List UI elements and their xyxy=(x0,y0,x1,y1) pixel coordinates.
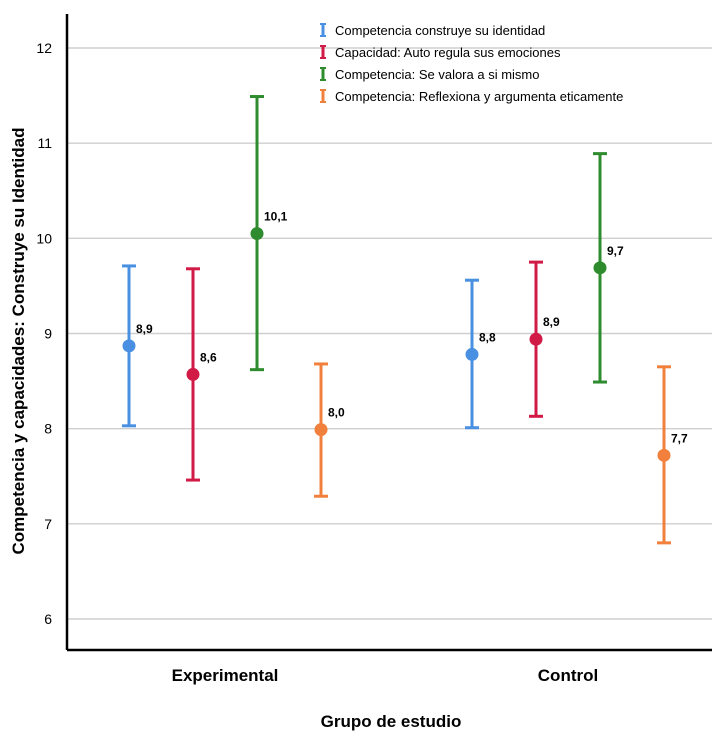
mean-point xyxy=(529,332,543,346)
legend-item: Capacidad: Auto regula sus emociones xyxy=(320,45,561,60)
data-label: 9,7 xyxy=(607,244,624,258)
x-category-label: Control xyxy=(538,666,598,685)
series-group: 8,9 8,8 8,6 8,9 10,1 9,7 8,0 7,7 xyxy=(122,95,688,545)
y-tick-label: 9 xyxy=(44,326,52,342)
data-label: 8,0 xyxy=(328,406,345,420)
series-3: 10,1 9,7 xyxy=(250,95,624,384)
x-category-label: Experimental xyxy=(172,666,279,685)
data-label: 7,7 xyxy=(671,431,688,445)
legend: Competencia construye su identidad Capaci… xyxy=(320,23,623,104)
axes xyxy=(65,14,712,652)
legend-label: Competencia: Se valora a si mismo xyxy=(335,67,539,82)
gridlines xyxy=(67,47,712,620)
y-tick-label: 12 xyxy=(36,40,52,56)
legend-item: Competencia construye su identidad xyxy=(320,23,545,38)
x-axis-title: Grupo de estudio xyxy=(321,712,462,731)
legend-item: Competencia: Se valora a si mismo xyxy=(320,67,539,82)
x-axis-categories: Experimental Control xyxy=(172,666,599,685)
y-tick-label: 10 xyxy=(36,230,52,246)
data-label: 8,9 xyxy=(136,322,153,336)
mean-point xyxy=(465,347,479,361)
data-label: 8,6 xyxy=(200,350,217,364)
mean-point xyxy=(593,261,607,275)
legend-label: Competencia construye su identidad xyxy=(335,23,545,38)
y-tick-label: 6 xyxy=(44,611,52,627)
legend-item: Competencia: Reflexiona y argumenta etic… xyxy=(320,89,623,104)
mean-point xyxy=(186,367,200,381)
y-tick-label: 8 xyxy=(44,421,52,437)
mean-point xyxy=(250,227,264,241)
data-label: 8,8 xyxy=(479,330,496,344)
y-axis-title: Competencia y capacidades: Construye su … xyxy=(9,127,28,554)
y-axis-ticks: 6 7 8 9 10 11 12 xyxy=(36,40,52,627)
y-tick-label: 11 xyxy=(37,135,52,151)
legend-label: Capacidad: Auto regula sus emociones xyxy=(335,45,561,60)
y-tick-label: 7 xyxy=(44,516,52,532)
mean-point xyxy=(122,339,136,353)
legend-label: Competencia: Reflexiona y argumenta etic… xyxy=(335,89,623,104)
data-label: 8,9 xyxy=(543,315,560,329)
mean-point xyxy=(657,448,671,462)
mean-point xyxy=(314,423,328,437)
series-2: 8,6 8,9 xyxy=(186,260,560,482)
data-label: 10,1 xyxy=(264,210,288,224)
series-1: 8,9 8,8 xyxy=(122,264,496,430)
series-4: 8,0 7,7 xyxy=(314,362,688,545)
